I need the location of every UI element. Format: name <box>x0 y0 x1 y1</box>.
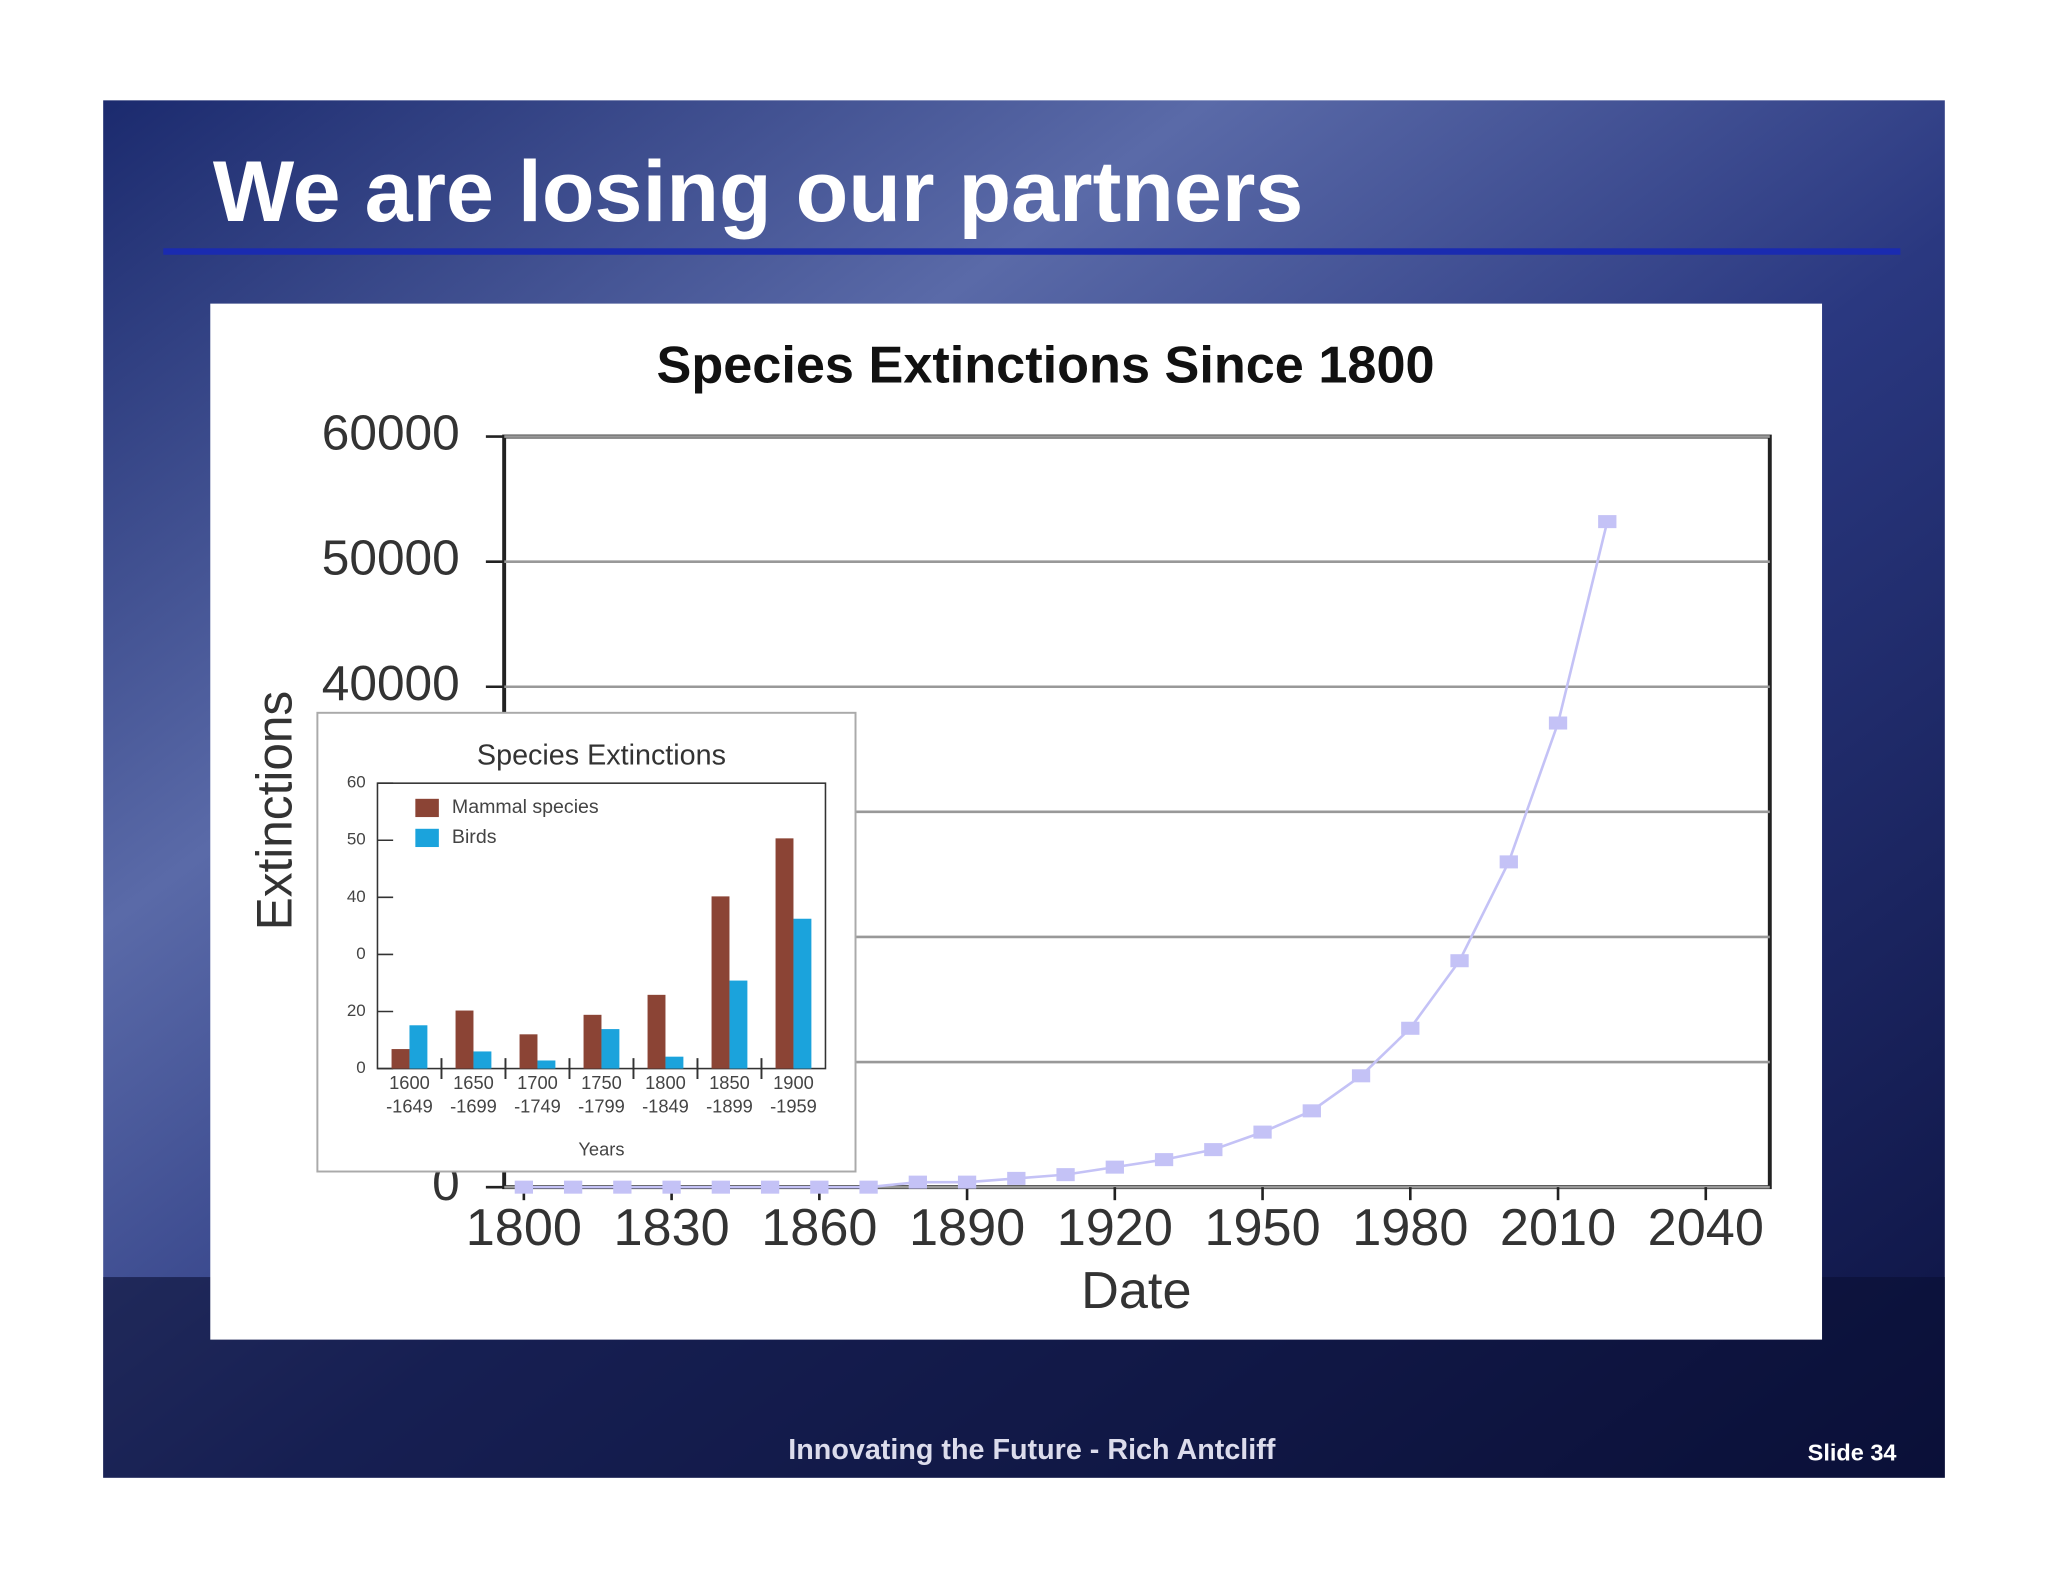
x-axis-label: Date <box>1081 1262 1191 1320</box>
data-point <box>1401 1021 1420 1035</box>
x-tick-label: 1750 -1799 <box>578 1072 625 1116</box>
x-tick-label: 1900 -1959 <box>770 1072 817 1116</box>
bar <box>601 1029 620 1069</box>
bar <box>519 1034 538 1069</box>
footer: Innovating the Future - Rich Antcliff <box>788 1434 1276 1466</box>
x-tick-label: 1800 <box>466 1199 582 1257</box>
bar <box>665 1056 684 1069</box>
legend-swatch <box>415 828 439 848</box>
x-tick-label-line: 1700 <box>517 1072 558 1093</box>
legend-label: Mammal species <box>452 796 599 818</box>
data-point <box>711 1180 730 1194</box>
x-tick-label: 1860 <box>761 1199 877 1257</box>
x-tick-label: 1650 -1699 <box>450 1072 497 1116</box>
data-point <box>514 1180 534 1194</box>
slide-number: Slide 34 <box>1808 1440 1897 1466</box>
chart-title: Species Extinctions <box>477 740 726 772</box>
data-point <box>760 1180 780 1194</box>
data-point <box>908 1175 927 1189</box>
data-point <box>810 1180 829 1194</box>
y-tick-label: 0 <box>356 944 365 963</box>
x-tick-label-line: -1649 <box>386 1096 433 1117</box>
chart-title: Species Extinctions Since 1800 <box>657 337 1435 395</box>
y-tick-label: 50 <box>347 830 366 849</box>
x-tick-label: 1600 -1649 <box>386 1072 433 1116</box>
data-point <box>1302 1104 1321 1118</box>
bar <box>537 1060 556 1069</box>
legend-swatch <box>415 798 439 818</box>
y-tick-label: 40 <box>347 887 366 906</box>
data-point <box>1056 1168 1075 1182</box>
data-point <box>613 1180 632 1194</box>
x-tick-label-line: 1750 <box>581 1072 622 1093</box>
y-tick-label: 60000 <box>322 405 460 461</box>
bar <box>711 896 730 1069</box>
data-point <box>1007 1171 1026 1185</box>
x-tick-label: 1850 -1899 <box>706 1072 753 1116</box>
data-point <box>1450 954 1469 968</box>
x-tick-label-line: -1749 <box>514 1096 561 1117</box>
bar <box>473 1051 492 1069</box>
x-tick-label: 1980 <box>1352 1199 1468 1257</box>
x-tick-label: 1890 <box>909 1199 1025 1257</box>
data-point <box>1204 1143 1223 1157</box>
data-point <box>662 1180 681 1194</box>
x-tick-label: 2040 <box>1648 1199 1764 1257</box>
data-point <box>1351 1069 1371 1083</box>
x-axis-label: Years <box>578 1139 624 1160</box>
bar <box>409 1025 428 1069</box>
y-tick-label: 40000 <box>322 655 460 711</box>
bar <box>647 994 666 1069</box>
x-tick-label-line: 1650 <box>453 1072 494 1093</box>
x-tick-label-line: -1699 <box>450 1096 497 1117</box>
y-tick-label: 50000 <box>322 530 460 586</box>
data-point <box>1105 1160 1124 1174</box>
x-tick-label: 1950 <box>1204 1199 1320 1257</box>
bar <box>391 1049 410 1069</box>
x-tick-label-line: -1799 <box>578 1096 625 1117</box>
data-point <box>1598 515 1617 529</box>
data-point <box>957 1175 977 1189</box>
bar <box>793 918 812 1069</box>
y-tick-label: 0 <box>356 1058 365 1077</box>
x-tick-label-line: 1600 <box>389 1072 430 1093</box>
x-tick-label-line: 1850 <box>709 1072 750 1093</box>
data-point <box>1548 716 1568 730</box>
bar <box>729 980 748 1069</box>
x-tick-label: 1830 <box>614 1199 730 1257</box>
data-point <box>1253 1125 1272 1139</box>
data-point <box>1154 1153 1174 1167</box>
y-tick-label: 20 <box>347 1001 366 1020</box>
x-tick-label: 1920 <box>1057 1199 1173 1257</box>
x-tick-label-line: -1899 <box>706 1096 753 1117</box>
legend-label: Birds <box>452 826 497 848</box>
data-point <box>1499 855 1518 869</box>
y-tick-label: 60 <box>347 773 366 792</box>
data-point <box>859 1180 878 1194</box>
x-tick-label-line: 1800 <box>645 1072 686 1093</box>
bar <box>583 1014 602 1069</box>
x-tick-label: 2010 <box>1500 1199 1616 1257</box>
bar <box>775 838 794 1069</box>
x-tick-label-line: -1959 <box>770 1096 817 1117</box>
bar <box>455 1010 474 1069</box>
y-axis-label: Extinctions <box>246 691 302 930</box>
slide-title: We are losing our partners <box>213 144 1303 240</box>
x-tick-label-line: -1849 <box>642 1096 689 1117</box>
x-tick-label: 1700 -1749 <box>514 1072 561 1116</box>
x-tick-label: 1800 -1849 <box>642 1072 689 1116</box>
x-tick-label-line: 1900 <box>773 1072 814 1093</box>
data-point <box>563 1180 583 1194</box>
